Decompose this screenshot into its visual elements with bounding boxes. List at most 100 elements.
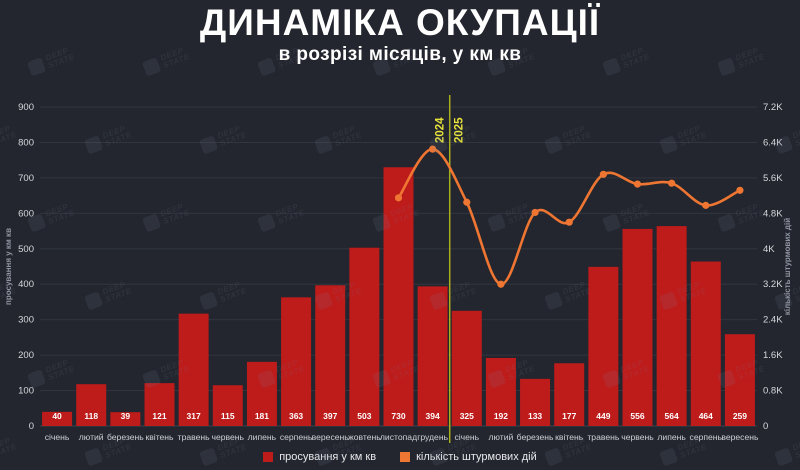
month-label: травень <box>587 432 619 442</box>
month-label: листопад <box>380 432 417 442</box>
bar <box>76 384 107 426</box>
left-axis-tick: 800 <box>18 137 34 148</box>
bar <box>451 310 482 426</box>
line-point-marker <box>668 179 676 187</box>
left-axis-title: просування у км кв <box>4 228 13 305</box>
bar-value-label: 259 <box>733 411 747 421</box>
right-axis-tick: 0.8K <box>763 386 783 397</box>
right-axis-tick: 6.4K <box>763 137 783 148</box>
left-axis-tick: 900 <box>18 102 34 113</box>
left-axis-tick: 100 <box>18 386 34 397</box>
month-label: лютий <box>489 432 514 442</box>
bar <box>42 411 73 426</box>
bar-value-label: 556 <box>630 411 644 421</box>
bar <box>349 247 380 426</box>
bar <box>212 385 243 426</box>
legend-label-advance: просування у км кв <box>279 451 377 463</box>
bar <box>110 412 141 426</box>
year-label-2024: 2024 <box>435 117 447 143</box>
header: ДИНАМІКА ОКУПАЦІЇ в розрізі місяців, у к… <box>0 2 800 66</box>
left-axis-tick: 600 <box>18 208 34 219</box>
bar-value-label: 464 <box>699 411 713 421</box>
month-label: червень <box>212 432 245 442</box>
bar-value-label: 394 <box>426 411 440 421</box>
month-label: липень <box>657 432 686 442</box>
month-label: березень <box>517 432 554 442</box>
right-axis-tick: 3.2K <box>763 279 783 290</box>
left-axis-tick: 700 <box>18 173 34 184</box>
bar-value-label: 397 <box>323 411 337 421</box>
line-point-marker <box>497 280 505 288</box>
right-axis-tick: 4K <box>763 244 775 255</box>
bar <box>417 286 448 426</box>
month-label: серпень <box>690 432 723 442</box>
bar <box>383 167 414 426</box>
right-axis-tick: 7.2K <box>763 102 783 113</box>
bar-value-label: 121 <box>152 411 166 421</box>
month-label: грудень <box>417 432 448 442</box>
line-point-marker <box>463 198 471 206</box>
right-axis-tick: 4.8K <box>763 208 783 219</box>
bar <box>690 261 721 426</box>
left-axis-tick: 0 <box>29 421 34 432</box>
bar-value-label: 133 <box>528 411 542 421</box>
bar <box>178 313 209 426</box>
line-point-marker <box>599 170 607 178</box>
bar-value-label: 564 <box>665 411 679 421</box>
line-point-marker <box>633 180 642 188</box>
bar <box>520 378 551 426</box>
bar-value-label: 503 <box>357 411 371 421</box>
bar <box>622 228 653 426</box>
bar-value-label: 39 <box>121 411 131 421</box>
bar-value-label: 115 <box>221 411 235 421</box>
legend-swatch-assaults <box>400 452 411 462</box>
line-point-marker <box>394 194 403 202</box>
chart-legend: просування у км кв кількість штурмових д… <box>0 451 800 463</box>
bar <box>246 361 277 426</box>
line-point-marker <box>702 201 710 209</box>
month-label: жовтень <box>348 432 381 442</box>
month-label: лютий <box>79 432 104 442</box>
bar <box>724 334 755 426</box>
right-axis-tick: 5.6K <box>763 173 783 184</box>
bar-value-label: 449 <box>596 411 610 421</box>
right-axis-tick: 2.4K <box>763 315 783 326</box>
right-axis-title: кількість штурмових дій <box>783 218 792 315</box>
left-axis-tick: 400 <box>18 279 34 290</box>
bar <box>554 363 585 426</box>
bar <box>588 266 619 426</box>
left-axis-tick: 500 <box>18 244 34 255</box>
bar-value-label: 118 <box>84 411 98 421</box>
bar <box>281 297 312 426</box>
page-subtitle: в розрізі місяців, у км кв <box>278 44 522 65</box>
bar-value-label: 177 <box>562 411 576 421</box>
left-axis-tick: 200 <box>18 350 34 361</box>
month-label: квітень <box>555 432 584 442</box>
legend-item-advance: просування у км кв <box>263 451 376 463</box>
bar-value-label: 325 <box>460 411 474 421</box>
bar-value-label: 40 <box>52 411 62 421</box>
bar <box>485 357 516 426</box>
legend-label-assaults: кількість штурмових дій <box>416 451 537 463</box>
bar-value-label: 192 <box>494 411 508 421</box>
right-axis-tick: 1.6K <box>763 350 783 361</box>
month-label: червень <box>621 432 654 442</box>
line-point-marker <box>429 145 437 153</box>
month-label: вересень <box>312 432 350 442</box>
month-label: травень <box>178 432 210 442</box>
line-point-marker <box>736 186 744 194</box>
right-axis-tick: 0 <box>763 421 768 432</box>
month-label: вересень <box>721 432 759 442</box>
bar <box>315 285 346 426</box>
month-label: січень <box>454 432 479 442</box>
month-label: січень <box>45 432 70 442</box>
bar-value-label: 730 <box>391 411 405 421</box>
legend-swatch-advance <box>263 452 274 462</box>
legend-item-assaults: кількість штурмових дій <box>400 451 537 463</box>
bar-value-label: 181 <box>255 411 269 421</box>
month-label: серпень <box>280 432 313 442</box>
year-label-2025: 2025 <box>454 117 466 143</box>
